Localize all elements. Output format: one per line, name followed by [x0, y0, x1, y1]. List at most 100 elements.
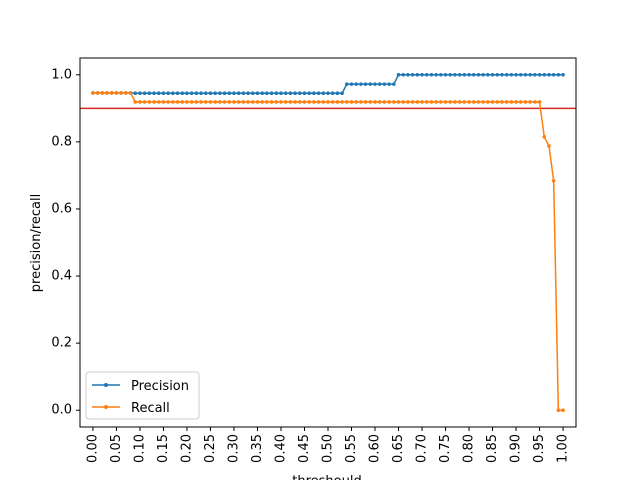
recall-data-point: [321, 100, 326, 104]
y-tick-label: 0.4: [51, 269, 72, 284]
precision-data-point: [396, 72, 401, 77]
x-tick-label: 0.45: [297, 434, 312, 463]
recall-data-point: [269, 100, 274, 104]
recall-data-point: [551, 178, 556, 183]
x-tick-label: 0.65: [391, 434, 406, 463]
precision-data-point: [208, 91, 213, 96]
precision-data-point: [523, 72, 528, 77]
precision-data-point: [213, 91, 217, 96]
precision-data-point: [312, 91, 316, 96]
recall-data-point: [495, 100, 500, 104]
recall-data-point: [486, 100, 490, 104]
recall-data-point: [406, 100, 410, 104]
recall-data-point: [392, 100, 396, 104]
precision-data-point: [180, 91, 185, 96]
precision-data-point: [274, 91, 279, 96]
precision-data-point: [377, 82, 382, 86]
precision-data-point: [528, 72, 532, 77]
recall-data-point: [500, 100, 504, 104]
precision-data-point: [246, 91, 250, 96]
precision-data-point: [185, 91, 189, 96]
precision-data-point: [321, 91, 326, 96]
precision-data-point: [476, 72, 481, 77]
x-tick-label: 0.05: [109, 434, 124, 463]
precision-data-point: [326, 91, 330, 96]
recall-data-point: [542, 135, 547, 139]
precision-data-point: [340, 91, 344, 96]
recall-data-point: [354, 100, 359, 104]
recall-data-point: [481, 100, 485, 104]
precision-data-point: [283, 91, 288, 96]
recall-data-point: [312, 100, 316, 104]
precision-data-point: [307, 91, 311, 96]
recall-data-point: [218, 100, 222, 104]
x-tick-label: 0.70: [415, 434, 430, 463]
recall-data-point: [260, 100, 264, 104]
precision-data-point: [382, 82, 387, 86]
precision-data-point: [269, 91, 274, 96]
y-axis: 0.0 0.2 0.4 0.6 0.8 1.0: [51, 67, 80, 418]
recall-data-point: [387, 100, 391, 104]
y-tick-label: 0.0: [51, 403, 72, 418]
x-axis-label: threshould: [292, 474, 361, 480]
precision-data-point: [147, 91, 152, 96]
precision-data-point: [500, 72, 504, 77]
x-tick-label: 0.80: [462, 434, 477, 463]
recall-data-point: [95, 91, 100, 95]
precision-data-point: [509, 72, 514, 77]
precision-data-point: [255, 91, 260, 96]
legend-precision-marker: [104, 383, 108, 387]
recall-data-point: [509, 100, 514, 104]
recall-data-point: [448, 100, 453, 104]
x-tick-label: 0.35: [250, 434, 265, 463]
recall-data-point: [340, 100, 344, 104]
recall-data-point: [156, 100, 161, 104]
precision-data-point: [250, 91, 255, 96]
recall-data-point: [105, 91, 109, 95]
precision-data-point: [415, 72, 420, 77]
precision-data-point: [368, 82, 373, 86]
recall-data-point: [462, 100, 467, 104]
y-axis-label: precision/recall: [29, 194, 44, 292]
x-tick-label: 1.00: [556, 434, 571, 463]
precision-data-point: [514, 72, 518, 77]
recall-data-point: [189, 100, 194, 104]
x-tick-label: 0.30: [226, 434, 241, 463]
x-tick-label: 0.40: [273, 434, 288, 463]
precision-data-point: [453, 72, 457, 77]
recall-data-point: [410, 100, 415, 104]
precision-data-point: [156, 91, 161, 96]
x-tick-label: 0.90: [509, 434, 524, 463]
recall-data-point: [213, 100, 217, 104]
recall-data-point: [476, 100, 481, 104]
recall-data-point: [363, 100, 368, 104]
x-tick-label: 0.60: [368, 434, 383, 463]
precision-data-point: [349, 82, 354, 86]
precision-data-point: [429, 72, 434, 77]
precision-data-point: [462, 72, 467, 77]
precision-data-point: [194, 91, 199, 96]
recall-data-point: [443, 100, 448, 104]
recall-data-point: [166, 100, 170, 104]
precision-data-point: [345, 82, 349, 86]
recall-data-point: [138, 100, 142, 104]
recall-data-point: [504, 100, 509, 104]
recall-data-point: [523, 100, 528, 104]
recall-data-point: [283, 100, 288, 104]
recall-data-point: [561, 408, 565, 413]
recall-data-point: [429, 100, 434, 104]
recall-data-point: [528, 100, 532, 104]
precision-data-point: [288, 91, 293, 96]
recall-data-point: [537, 100, 542, 104]
precision-data-point: [486, 72, 490, 77]
x-tick-label: 0.95: [532, 434, 547, 463]
precision-data-point: [533, 72, 537, 77]
recall-data-point: [382, 100, 387, 104]
x-tick-label: 0.00: [85, 434, 100, 463]
precision-data-point: [227, 91, 232, 96]
legend-recall-marker: [104, 405, 108, 409]
recall-data-point: [128, 91, 133, 95]
recall-data-point: [279, 100, 283, 104]
precision-data-point: [260, 91, 264, 96]
